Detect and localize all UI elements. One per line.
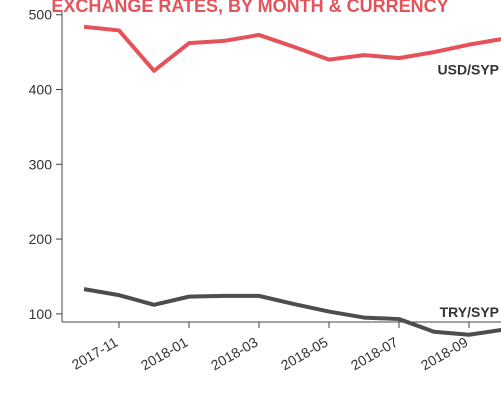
series-label: TRY/SYP bbox=[440, 304, 499, 320]
x-tick-label: 2018-09 bbox=[418, 334, 471, 374]
y-tick-label: 200 bbox=[29, 231, 53, 247]
y-tick-label: 100 bbox=[29, 306, 53, 322]
line bbox=[83, 287, 501, 337]
y-tick-label: 500 bbox=[29, 7, 53, 23]
x-tick-label: 2018-07 bbox=[348, 334, 401, 374]
y-tick-label: 400 bbox=[29, 82, 53, 98]
chart-title: EXCHANGE RATES, BY MONTH & CURRENCY bbox=[51, 0, 448, 16]
x-tick-label: 2017-11 bbox=[69, 334, 121, 373]
x-tick-label: 2018-05 bbox=[278, 334, 331, 374]
y-tick-label: 300 bbox=[29, 156, 53, 172]
x-tick-label: 2018-01 bbox=[138, 334, 191, 374]
line bbox=[83, 24, 501, 73]
x-tick-label: 2018-03 bbox=[208, 334, 261, 374]
series-label: USD/SYP bbox=[438, 62, 499, 78]
